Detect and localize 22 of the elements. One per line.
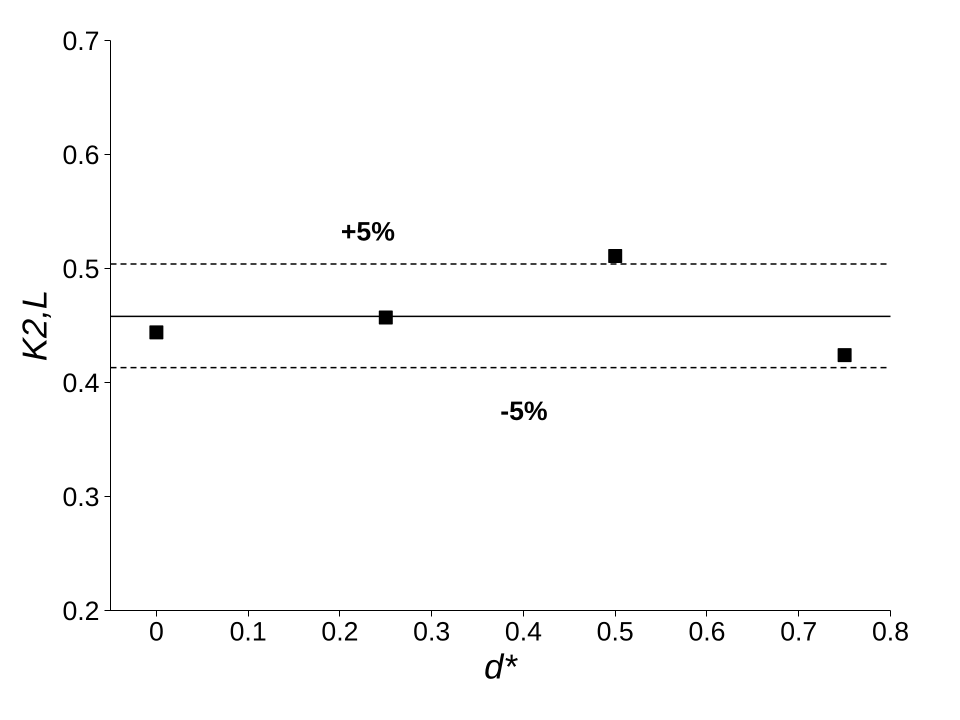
y-tick-label: 0.7	[62, 26, 100, 56]
x-tick-label: 0.8	[872, 616, 910, 646]
annotation: -5%	[500, 396, 548, 426]
point	[608, 248, 622, 263]
y-tick-label: 0.3	[62, 482, 100, 512]
x-tick-label: 0.3	[413, 616, 450, 646]
y-axis-title: K2,L	[16, 290, 54, 362]
x-tick-label: 0.7	[780, 616, 818, 646]
x-tick-label: 0.1	[230, 616, 267, 646]
x-tick-label: 0.2	[321, 616, 358, 646]
y-tick-label: 0.6	[62, 140, 100, 170]
point	[838, 348, 852, 362]
x-tick-label: 0.5	[596, 616, 634, 646]
x-tick-label: 0	[148, 616, 164, 646]
annotation: +5%	[340, 216, 395, 246]
x-axis-title: d*	[484, 648, 518, 686]
x-tick-label: 0.4	[504, 616, 542, 646]
y-tick-label: 0.4	[62, 368, 100, 398]
y-tick-label: 0.5	[62, 254, 100, 284]
y-tick-label: 0.2	[62, 596, 100, 626]
x-tick-label: 0.6	[688, 616, 726, 646]
point	[149, 325, 164, 340]
